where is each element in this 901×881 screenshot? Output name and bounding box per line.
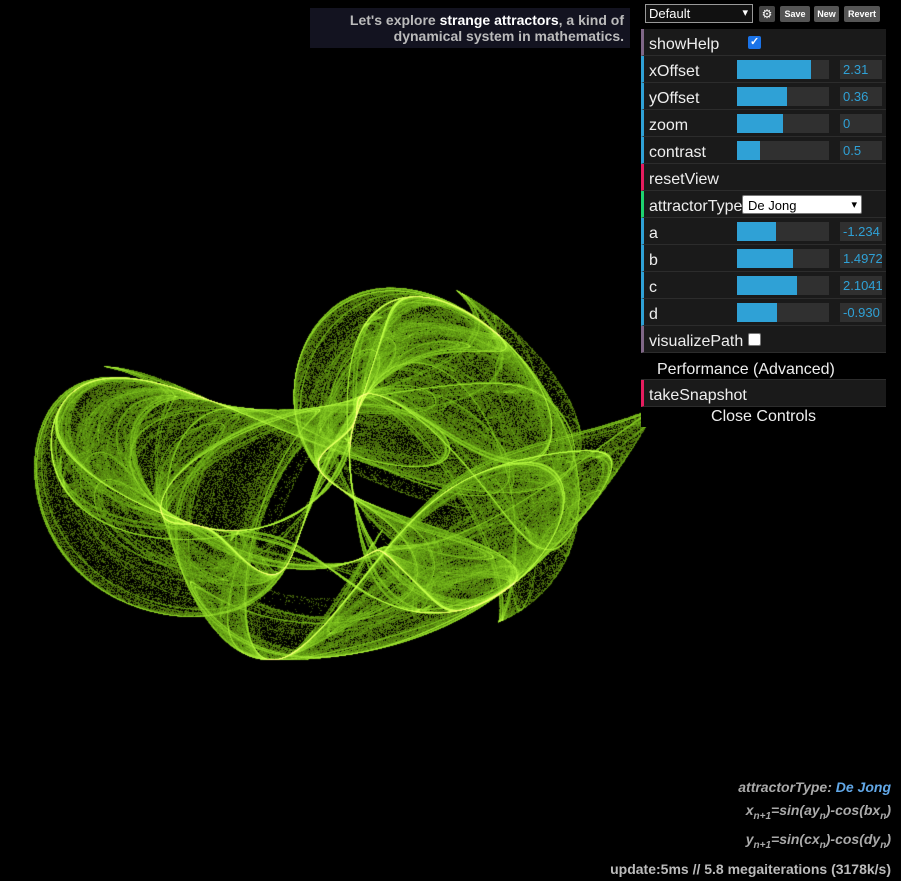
slider-fill [737,303,777,322]
b-slider[interactable] [737,249,829,268]
a-label: a [649,225,658,242]
b-label: b [649,252,658,269]
take-snapshot-button[interactable]: takeSnapshot [641,380,886,407]
help-banner: Let's explore strange attractors, a kind… [310,8,630,48]
a-slider[interactable] [737,222,829,241]
zoom-input[interactable]: 0 [840,114,882,133]
attractortype-value: De Jong [748,198,797,213]
formula-x-var: x [745,802,754,818]
formula-x-rhs-3: ) [886,802,891,818]
contrast-slider[interactable] [737,141,829,160]
row-b: b 1.4972 [641,245,886,272]
formula-y: yn+1=sin(cxn)-cos(dyn) [738,828,891,857]
formula-y-rhs-2: )-cos(dy [825,830,881,847]
reset-view-button[interactable]: resetView [641,164,886,191]
slider-fill [737,141,760,160]
visualizepath-checkbox[interactable] [748,333,761,346]
performance-readout: update:5ms // 5.8 megaiterations (3178k/… [610,861,891,877]
formula-x-rhs-1: =sin(ay [771,802,820,818]
xoffset-input[interactable]: 2.31 [840,60,882,79]
row-visualizepath[interactable]: visualizePath [641,326,886,353]
preset-bar: Default ▾ ⚙ Save New Revert [645,3,890,25]
help-strong: strange attractors [439,12,559,28]
contrast-label: contrast [649,144,706,161]
revert-button[interactable]: Revert [844,6,880,22]
formula-x-sub: n+1 [753,810,772,822]
row-zoom: zoom 0 [641,110,886,137]
yoffset-label: yOffset [649,90,700,107]
formula-y-sub-n2: n [880,839,887,851]
zoom-label: zoom [649,117,689,134]
slider-fill [737,114,783,133]
row-contrast: contrast 0.5 [641,137,886,164]
formula-y-sub-n1: n [819,839,826,851]
formula-y-sub: n+1 [753,839,772,851]
help-prefix: Let's explore [349,12,440,28]
row-xoffset: xOffset 2.31 [641,56,886,83]
row-a: a -1.234 [641,218,886,245]
takesnapshot-label: takeSnapshot [649,387,747,404]
slider-fill [737,60,811,79]
close-controls-button[interactable]: Close Controls [641,407,886,427]
performance-label: Performance (Advanced) [657,361,835,378]
slider-fill [737,222,776,241]
type-label: attractorType: [738,779,832,795]
formula-y-rhs-1: =sin(cx [771,830,820,847]
row-attractortype: attractorType De Jong ▾ [641,191,886,218]
attractor-type-line: attractorType: De Jong [738,776,891,799]
slider-fill [737,276,797,295]
save-button[interactable]: Save [780,6,810,22]
d-input[interactable]: -0.930 [840,303,882,322]
formula-x-rhs-2: )-cos(bx [825,802,881,818]
help-suffix: , a kind of dynamical system in mathemat… [393,12,624,44]
b-input[interactable]: 1.4972 [840,249,882,268]
row-d: d -0.930 [641,299,886,326]
yoffset-slider[interactable] [737,87,829,106]
row-showhelp[interactable]: showHelp [641,29,886,56]
showhelp-checkbox[interactable] [748,35,761,49]
formula-x-sub-n2: n [880,810,887,822]
xoffset-label: xOffset [649,63,700,80]
chevron-down-icon: ▾ [851,199,857,211]
formula-x: xn+1=sin(ayn)-cos(bxn) [738,799,891,828]
visualizepath-label: visualizePath [649,333,744,350]
preset-select[interactable]: Default ▾ [645,4,753,23]
attractortype-select[interactable]: De Jong ▾ [742,195,862,214]
formula-y-var: y [745,830,754,847]
attractortype-label: attractorType [649,198,743,215]
gear-icon[interactable]: ⚙ [759,6,775,22]
xoffset-slider[interactable] [737,60,829,79]
c-input[interactable]: 2.1041 [840,276,882,295]
d-slider[interactable] [737,303,829,322]
contrast-input[interactable]: 0.5 [840,141,882,160]
d-label: d [649,306,658,323]
row-c: c 2.1041 [641,272,886,299]
yoffset-input[interactable]: 0.36 [840,87,882,106]
resetview-label: resetView [649,171,719,188]
preset-value: Default [649,6,691,21]
performance-folder[interactable]: Performance (Advanced) [641,353,886,380]
controls-panel: showHelp xOffset 2.31 yOffset 0.36 zoom … [641,29,886,427]
formula-y-rhs-3: ) [886,830,891,847]
c-label: c [649,279,657,296]
slider-fill [737,87,787,106]
formula-info: attractorType: De Jong xn+1=sin(ayn)-cos… [738,776,891,857]
showhelp-label: showHelp [649,36,720,53]
zoom-slider[interactable] [737,114,829,133]
a-input[interactable]: -1.234 [840,222,882,241]
chevron-down-icon: ▾ [742,7,748,19]
type-value: De Jong [835,779,891,795]
new-button[interactable]: New [814,6,839,22]
row-yoffset: yOffset 0.36 [641,83,886,110]
slider-fill [737,249,794,268]
formula-x-sub-n1: n [819,810,826,822]
c-slider[interactable] [737,276,829,295]
